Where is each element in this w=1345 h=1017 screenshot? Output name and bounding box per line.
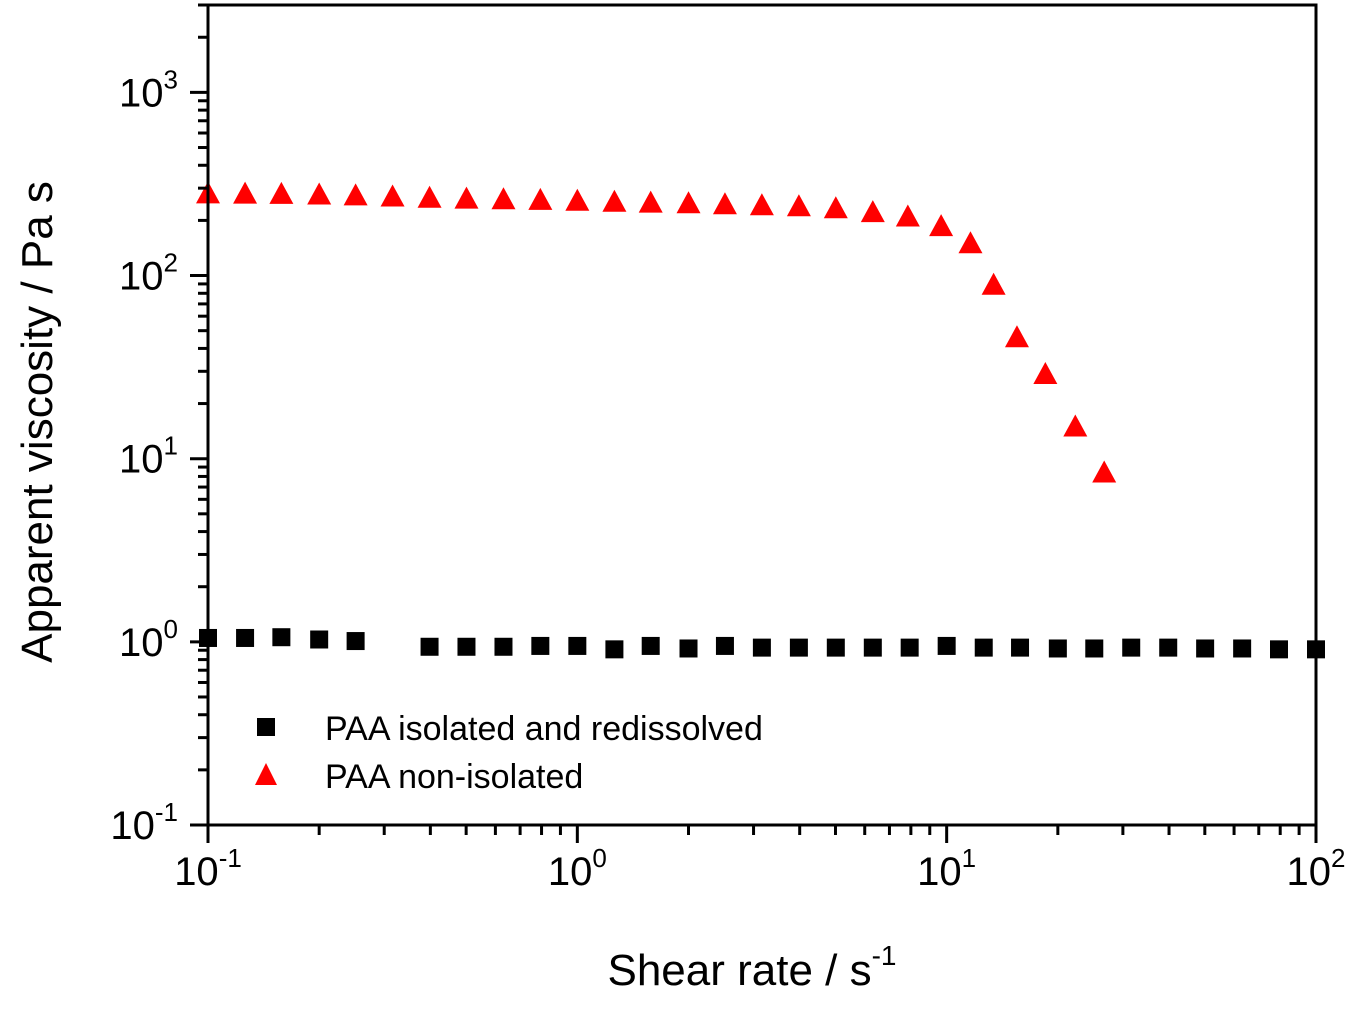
legend-marker-triangle — [255, 763, 277, 785]
data-point-triangle — [343, 183, 368, 206]
y-tick-label: 100 — [119, 614, 178, 665]
data-point-square — [974, 638, 993, 657]
data-point-square — [605, 640, 624, 659]
data-point-triangle — [417, 185, 442, 208]
data-point-square — [1270, 640, 1289, 659]
data-point-triangle — [528, 187, 553, 210]
data-point-square — [1159, 638, 1178, 657]
data-point-triangle — [380, 184, 405, 207]
data-point-triangle — [1063, 414, 1088, 437]
legend-marker-square — [257, 718, 275, 736]
x-tick-label: 100 — [548, 843, 607, 894]
y-axis-title: Apparent viscosity / Pa s — [13, 181, 62, 663]
data-point-square — [715, 636, 734, 655]
legend: PAA isolated and redissolved PAA non-iso… — [255, 710, 763, 796]
y-tick-label: 102 — [119, 248, 178, 299]
data-point-triangle — [1092, 460, 1117, 483]
data-point-square — [900, 638, 919, 657]
axis-ticks — [190, 3, 1318, 843]
data-point-triangle — [895, 204, 920, 227]
data-point-triangle — [860, 200, 885, 223]
data-point-triangle — [1033, 362, 1058, 385]
data-point-square — [531, 636, 550, 655]
data-point-triangle — [1004, 325, 1029, 348]
data-point-triangle — [269, 181, 294, 204]
x-tick-label: 102 — [1287, 843, 1345, 894]
tick-labels: 10-1 100 101 102 10-1 100 101 102 103 — [110, 64, 1345, 894]
data-point-square — [494, 637, 513, 656]
data-point-triangle — [676, 191, 701, 214]
data-point-square — [863, 638, 882, 657]
data-point-triangle — [749, 193, 774, 216]
data-point-square — [937, 636, 956, 655]
data-point-triangle — [307, 182, 332, 205]
data-point-triangle — [233, 181, 258, 204]
data-point-square — [457, 637, 476, 656]
y-tick-label: 103 — [119, 64, 178, 115]
data-point-square — [752, 638, 771, 657]
data-point-square — [1196, 639, 1215, 658]
data-point-square — [1122, 638, 1141, 657]
data-point-square — [1048, 639, 1067, 658]
data-point-triangle — [638, 190, 663, 213]
data-point-triangle — [454, 186, 479, 209]
data-point-triangle — [491, 187, 516, 210]
x-tick-label: 101 — [917, 843, 976, 894]
data-point-square — [789, 638, 808, 657]
data-point-square — [1011, 638, 1030, 657]
legend-label-non-isolated: PAA non-isolated — [325, 758, 583, 796]
data-point-triangle — [602, 189, 627, 212]
data-point-square — [236, 628, 255, 647]
plot-frame — [206, 3, 1318, 827]
data-point-square — [679, 639, 698, 658]
x-tick-label: 10-1 — [174, 843, 242, 894]
data-point-square — [568, 636, 587, 655]
y-tick-label: 101 — [119, 431, 178, 482]
data-point-triangle — [712, 192, 737, 215]
data-point-square — [310, 630, 329, 649]
data-point-triangle — [565, 188, 590, 211]
data-point-triangle — [823, 196, 848, 219]
data-point-square — [826, 638, 845, 657]
data-point-triangle — [786, 194, 811, 217]
data-point-square — [641, 636, 660, 655]
data-point-square — [346, 632, 365, 651]
data-point-triangle — [958, 231, 983, 254]
x-axis-title: Shear rate / s-1 — [607, 940, 896, 995]
legend-label-isolated: PAA isolated and redissolved — [325, 710, 763, 748]
data-marks — [196, 181, 1325, 659]
data-point-triangle — [929, 214, 954, 237]
data-point-square — [420, 637, 439, 656]
data-point-triangle — [981, 272, 1006, 295]
data-point-square — [1233, 639, 1252, 658]
data-point-square — [1085, 639, 1104, 658]
y-tick-label: 10-1 — [110, 797, 178, 848]
data-point-square — [272, 628, 291, 647]
